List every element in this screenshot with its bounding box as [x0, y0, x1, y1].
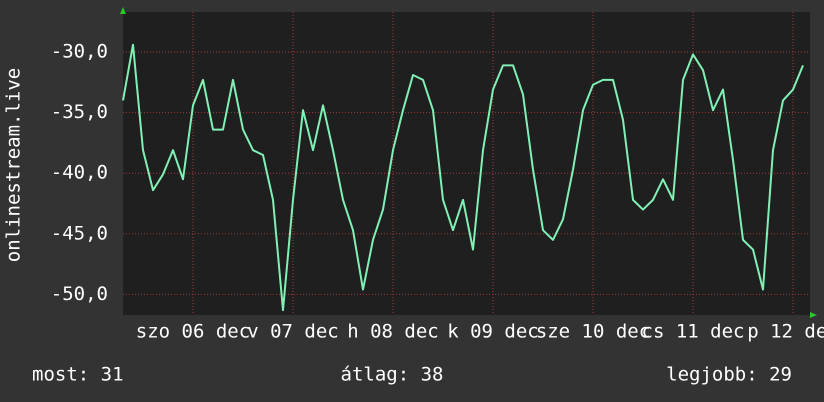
data-line: [122, 43, 804, 312]
x-tick-label: szo 06 dec: [136, 321, 250, 343]
footer-current: most: 31: [32, 364, 124, 386]
plot-area: [123, 12, 810, 315]
footer-average: átlag: 38: [341, 364, 444, 386]
y-tick-label: -40,0: [51, 162, 108, 184]
x-tick-label: cs 11 dec: [642, 321, 745, 343]
y-axis-arrow: [120, 7, 126, 14]
y-axis-label: onlinestream.live: [3, 68, 25, 262]
y-tick-label: -50,0: [51, 283, 108, 305]
x-tick-label: h 08 dec: [347, 321, 439, 343]
x-tick-label: p 12 dec: [747, 321, 824, 343]
x-axis-arrow: [810, 312, 817, 318]
x-tick-label: sze 10 dec: [536, 321, 650, 343]
y-tick-label: -45,0: [51, 222, 108, 244]
footer-best: legjobb: 29: [666, 364, 792, 386]
y-tick-label: -30,0: [51, 40, 108, 62]
x-tick-label: k 09 dec: [447, 321, 539, 343]
x-tick-label: v 07 dec: [247, 321, 339, 343]
y-tick-label: -35,0: [51, 101, 108, 123]
